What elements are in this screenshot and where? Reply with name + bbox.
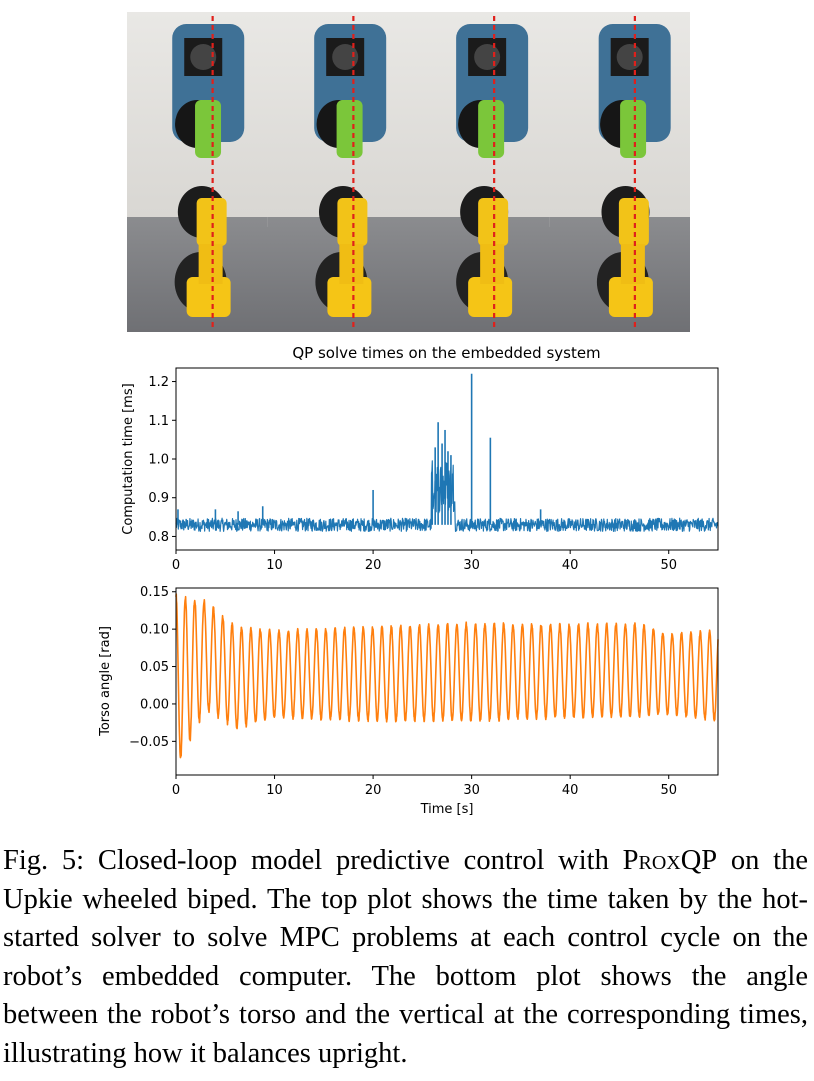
x-axis: 0 10 20 30 40 50 bbox=[172, 775, 677, 798]
caption-text-after: on the Upkie wheeled biped. The top plot… bbox=[3, 845, 809, 1069]
x-axis-label: Time [s] bbox=[420, 802, 474, 817]
y-axis-label: Torso angle [rad] bbox=[98, 626, 113, 737]
torso-angle-chart: −0.05 0.00 0.05 0.10 0.15 0 10 20 30 40 50 Time [… bbox=[98, 585, 719, 817]
qp-solve-times-chart: QP solve times on the embedded system 0.… bbox=[121, 344, 719, 573]
y-axis: −0.05 0.00 0.05 0.10 0.15 bbox=[129, 585, 176, 750]
robot-photo-strip bbox=[127, 12, 690, 332]
x-tick-label: 30 bbox=[463, 783, 480, 798]
solve-time-line bbox=[175, 460, 719, 532]
y-tick-label: 0.9 bbox=[148, 491, 169, 506]
figure-caption: Fig. 5: Closed-loop model predictive con… bbox=[3, 842, 808, 1073]
robot-photo-3 bbox=[408, 12, 551, 332]
y-tick-label: 0.05 bbox=[140, 660, 169, 675]
y-tick-label: 0.00 bbox=[140, 697, 169, 712]
y-tick-label: 1.2 bbox=[148, 375, 169, 390]
x-axis: 0 10 20 30 40 50 bbox=[172, 550, 677, 573]
x-tick-label: 40 bbox=[562, 783, 579, 798]
robot-photo-2 bbox=[267, 12, 410, 332]
robot-photo-1 bbox=[127, 12, 269, 332]
x-tick-label: 40 bbox=[562, 558, 579, 573]
y-tick-label: 0.10 bbox=[140, 623, 169, 638]
x-tick-label: 50 bbox=[660, 783, 677, 798]
caption-text-before: Closed-loop model predictive control wit… bbox=[84, 845, 623, 876]
y-tick-label: 0.8 bbox=[148, 530, 169, 545]
chart-title: QP solve times on the embedded system bbox=[292, 344, 600, 362]
x-tick-label: 0 bbox=[172, 783, 180, 798]
x-tick-label: 20 bbox=[365, 783, 382, 798]
x-tick-label: 10 bbox=[266, 558, 283, 573]
x-tick-label: 30 bbox=[463, 558, 480, 573]
y-tick-label: 1.1 bbox=[148, 414, 169, 429]
torso-angle-series bbox=[175, 593, 719, 759]
solve-time-series bbox=[175, 373, 719, 532]
y-tick-label: −0.05 bbox=[129, 735, 169, 750]
caption-method: ProxQP bbox=[622, 845, 718, 876]
x-tick-label: 0 bbox=[172, 558, 180, 573]
y-axis-label: Computation time [ms] bbox=[121, 383, 136, 534]
caption-label: Fig. 5: bbox=[3, 845, 85, 876]
x-tick-label: 50 bbox=[660, 558, 677, 573]
robot-photo-4 bbox=[549, 12, 690, 332]
y-tick-label: 1.0 bbox=[148, 453, 169, 468]
y-tick-label: 0.15 bbox=[140, 585, 169, 600]
x-tick-label: 10 bbox=[266, 783, 283, 798]
x-tick-label: 20 bbox=[365, 558, 382, 573]
plot-frame bbox=[175, 587, 719, 776]
torso-angle-line bbox=[175, 593, 719, 759]
y-axis: 0.8 0.9 1.0 1.1 1.2 bbox=[148, 375, 176, 545]
